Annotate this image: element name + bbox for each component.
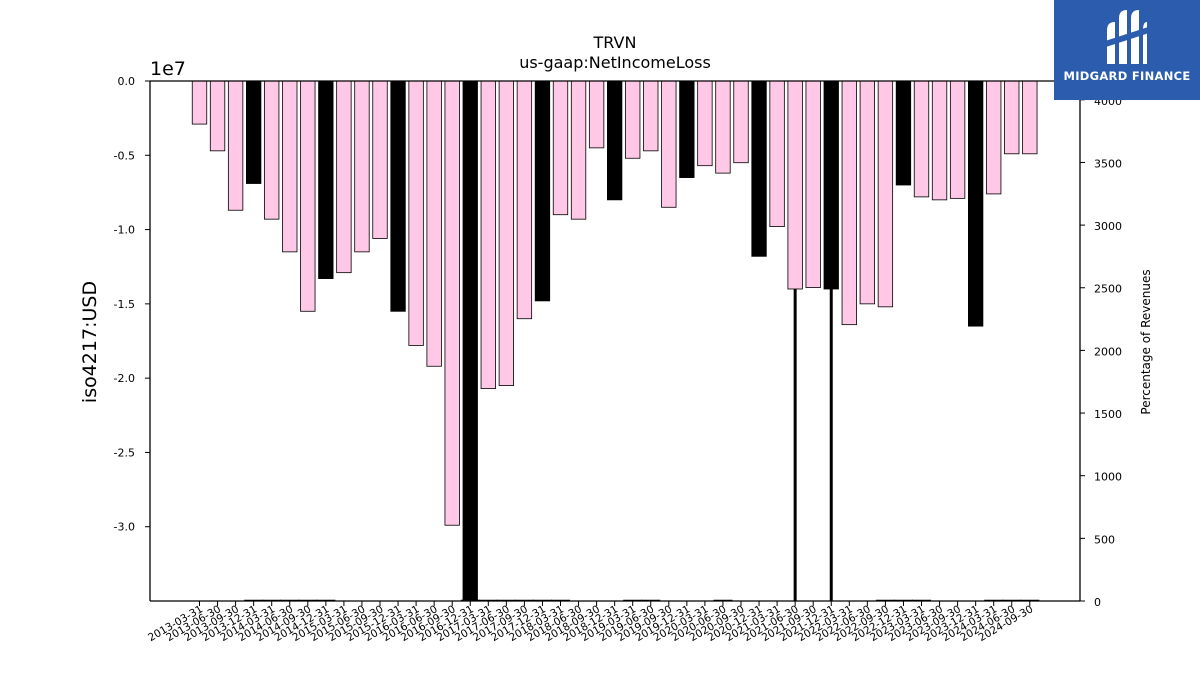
x-ticks-layer: 2013-03-312013-06-302013-09-302013-12-31… xyxy=(146,601,1035,644)
bar-2021-12-31 xyxy=(823,80,839,290)
bar-2023-09-30 xyxy=(949,80,966,199)
bar-2021-06-30 xyxy=(787,80,803,290)
y-offset-label: 1e7 xyxy=(150,58,186,80)
y2-tick-label: 2500 xyxy=(1094,283,1122,296)
y-axis-label: iso4217:USD xyxy=(79,281,101,403)
y-tick-label: -1.5 xyxy=(114,298,135,311)
bar-2013-06-30 xyxy=(209,80,226,152)
logo-mark-icon xyxy=(1105,10,1149,64)
y-ticks-layer: 0.0 -0.5 -1.0 -1.5 -2.0 -2.5 -3.0 xyxy=(114,75,150,534)
y2-tick-label: 500 xyxy=(1094,533,1115,546)
bar-2018-09-30 xyxy=(588,80,605,149)
bar-2024-06-30 xyxy=(1004,80,1020,155)
y-tick-label: -3.0 xyxy=(114,521,135,534)
y-tick-label: 0.0 xyxy=(118,75,136,88)
bar-2020-09-30 xyxy=(733,80,749,164)
bar-2022-03-31 xyxy=(841,80,857,326)
y-tick-label: -2.0 xyxy=(114,372,135,385)
y-tick-label: -2.5 xyxy=(114,446,135,459)
bar-2018-03-31 xyxy=(552,80,569,216)
y2-tick-label: 1000 xyxy=(1094,471,1122,484)
bar-2020-12-31 xyxy=(751,80,767,257)
y-tick-label: -1.0 xyxy=(114,224,135,237)
bar-2021-03-31 xyxy=(769,80,785,228)
logo-text: MIDGARD FINANCE xyxy=(1063,69,1191,83)
brand-logo: MIDGARD FINANCE xyxy=(1054,0,1200,100)
bar-2014-12-31 xyxy=(318,80,334,280)
bar-2017-06-30 xyxy=(498,80,515,386)
y2-axis-label: Percentage of Revenues xyxy=(1139,269,1153,414)
bars-layer xyxy=(191,80,1038,602)
bar-2013-12-31 xyxy=(245,80,262,184)
y2-tick-label: 2000 xyxy=(1094,345,1122,358)
bar-2013-09-30 xyxy=(227,80,244,211)
bar-2021-09-30 xyxy=(805,80,821,288)
bar-2023-12-31 xyxy=(968,80,984,327)
bar-2017-12-31 xyxy=(534,80,551,302)
bar-2023-03-31 xyxy=(913,80,930,198)
bar-2014-03-31 xyxy=(264,80,280,220)
bar-2016-06-30 xyxy=(426,80,442,367)
bar-2019-03-31 xyxy=(625,80,641,159)
bar-2015-12-31 xyxy=(390,80,406,312)
bar-2020-06-30 xyxy=(715,80,731,174)
bar-2022-12-31 xyxy=(895,80,912,186)
bar-2016-12-31 xyxy=(462,80,478,602)
bar-2020-03-31 xyxy=(697,80,713,167)
bar-2017-03-31 xyxy=(480,80,496,389)
bar-2015-03-31 xyxy=(336,80,352,274)
bar-2022-09-30 xyxy=(877,80,894,308)
chart-subtitle: us-gaap:NetIncomeLoss xyxy=(519,53,711,72)
bar-2024-03-31 xyxy=(986,80,1002,195)
bar-2024-09-30 xyxy=(1022,80,1038,155)
bar-2015-09-30 xyxy=(372,80,388,239)
bar-2016-03-31 xyxy=(408,80,424,346)
bar-2018-06-30 xyxy=(570,80,587,220)
chart-title: TRVN xyxy=(593,33,637,52)
y2-tick-label: 1500 xyxy=(1094,408,1122,421)
bar-2019-09-30 xyxy=(661,80,677,208)
y2-tick-label: 0 xyxy=(1094,596,1101,609)
y2-tick-label: 3000 xyxy=(1094,220,1122,233)
pct-spike-2021-06-30 xyxy=(793,81,797,601)
bar-2015-06-30 xyxy=(354,80,370,253)
bar-2014-06-30 xyxy=(282,80,298,253)
bar-2019-06-30 xyxy=(643,80,659,152)
bar-2022-06-30 xyxy=(859,80,875,305)
bar-2019-12-31 xyxy=(679,80,695,178)
y-tick-label: -0.5 xyxy=(114,149,135,162)
bar-2023-06-30 xyxy=(931,80,948,201)
y2-tick-label: 3500 xyxy=(1094,157,1122,170)
pct-spike-2021-12-31 xyxy=(829,81,833,601)
bar-2017-09-30 xyxy=(516,80,533,320)
bar-2018-12-31 xyxy=(607,80,623,201)
bar-2016-09-30 xyxy=(444,80,460,526)
bar-2014-09-30 xyxy=(300,80,316,312)
bar-2013-03-31 xyxy=(191,80,208,125)
